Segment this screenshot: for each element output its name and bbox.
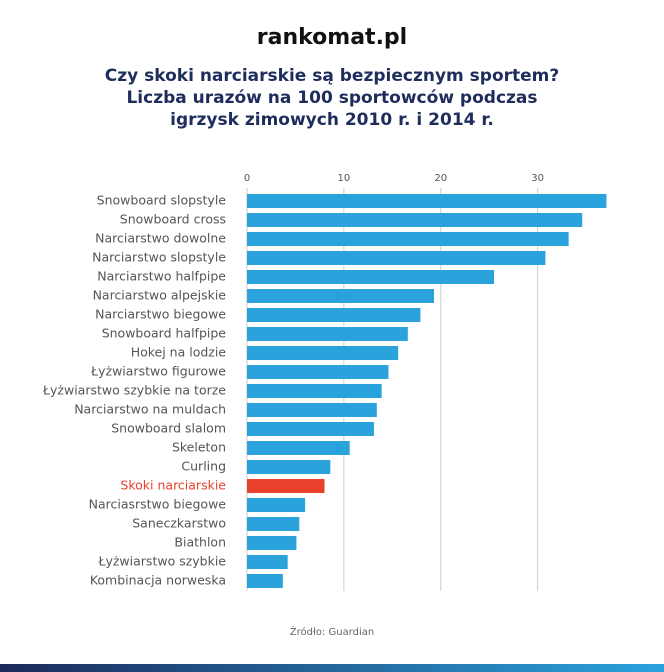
y-tick-label: Snowboard halfpipe	[102, 326, 227, 341]
bar	[247, 460, 331, 474]
bar	[247, 270, 495, 284]
y-tick-label: Łyżwiarstwo szybkie	[97, 554, 226, 569]
y-tick-label: Snowboard slopstyle	[97, 193, 227, 208]
y-tick-label: Narciarstwo slopstyle	[92, 250, 226, 265]
x-tick-label: 0	[244, 173, 250, 184]
y-tick-label: Narciarstwo biegowe	[95, 307, 226, 322]
bar	[247, 498, 306, 512]
footer-strip	[0, 664, 664, 672]
y-tick-label: Snowboard cross	[120, 212, 226, 227]
bar	[247, 251, 546, 265]
bar	[247, 517, 300, 531]
y-tick-label: Hokej na lodzie	[131, 345, 227, 360]
y-tick-label: Skeleton	[172, 440, 226, 455]
bar	[247, 365, 389, 379]
bar	[247, 327, 408, 341]
chart-title: igrzysk zimowych 2010 r. i 2014 r.	[170, 110, 494, 130]
bar	[247, 194, 607, 208]
chart-title: Czy skoki narciarskie są bezpiecznym spo…	[105, 66, 559, 86]
y-tick-label: Narciarstwo alpejskie	[93, 288, 227, 303]
bar	[247, 213, 583, 227]
source: Źródło: Guardian	[290, 625, 374, 638]
y-tick-label: Łyżwiarstwo szybkie na torze	[42, 383, 226, 398]
y-tick-label: Narciasrstwo biegowe	[89, 497, 227, 512]
y-tick-label: Łyżwiarstwo figurowe	[90, 364, 226, 379]
y-tick-label: Narciarstwo na muldach	[74, 402, 226, 417]
y-tick-label: Curling	[181, 459, 226, 474]
y-tick-label: Biathlon	[174, 535, 226, 550]
bar	[247, 384, 382, 398]
y-tick-label: Snowboard slalom	[111, 421, 226, 436]
chart-title: Liczba urazów na 100 sportowców podczas	[126, 88, 537, 108]
y-tick-label: Saneczkarstwo	[132, 516, 226, 531]
x-tick-label: 20	[434, 173, 447, 184]
bar	[247, 555, 288, 569]
bar	[247, 422, 374, 436]
logo: rankomat.pl	[257, 25, 407, 50]
bar	[247, 479, 325, 493]
y-tick-label: Narciarstwo halfpipe	[97, 269, 226, 284]
x-tick-label: 10	[338, 173, 351, 184]
x-tick-label: 30	[531, 173, 544, 184]
bar	[247, 289, 434, 303]
y-tick-label: Skoki narciarskie	[120, 478, 226, 493]
y-tick-label: Narciarstwo dowolne	[95, 231, 226, 246]
bar	[247, 574, 283, 588]
bar	[247, 403, 377, 417]
bar	[247, 536, 297, 550]
y-tick-label: Kombinacja norweska	[90, 573, 226, 588]
bar	[247, 308, 421, 322]
bar	[247, 441, 350, 455]
bar	[247, 346, 399, 360]
bar	[247, 232, 569, 246]
